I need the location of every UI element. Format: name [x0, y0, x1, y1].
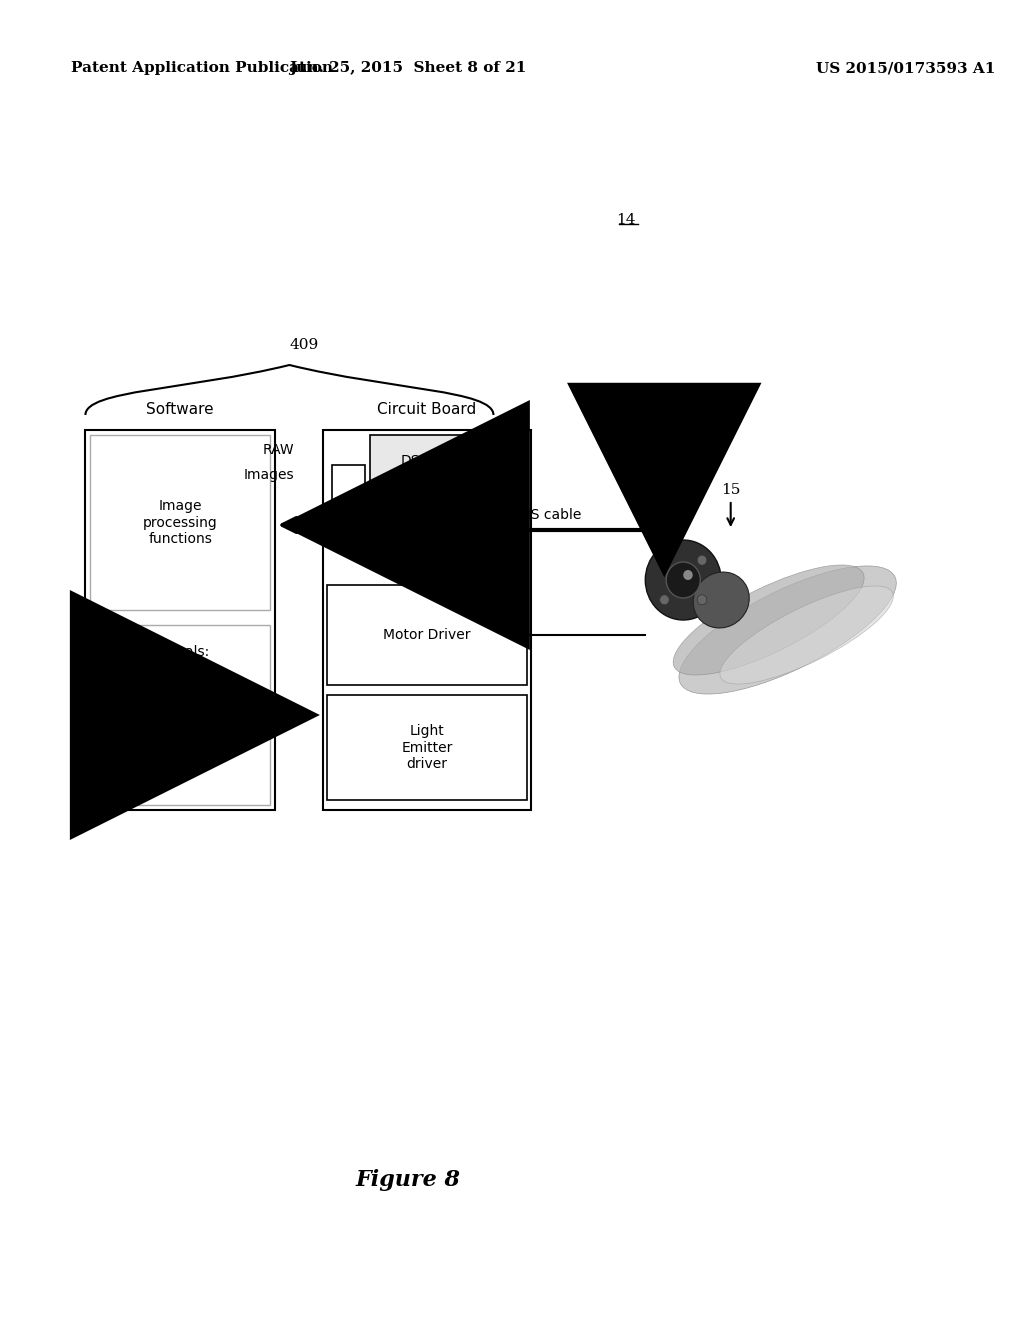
Text: Light
Emitter
driver: Light Emitter driver: [401, 725, 453, 771]
Text: Motor Trigger: Motor Trigger: [117, 735, 200, 748]
Bar: [451, 480, 488, 579]
Circle shape: [659, 595, 670, 605]
Text: Figure 8: Figure 8: [355, 1170, 461, 1191]
Circle shape: [683, 570, 692, 579]
Text: Circuit Board: Circuit Board: [378, 403, 476, 417]
Text: Patent Application Publication: Patent Application Publication: [72, 61, 333, 75]
Text: CIS cable: CIS cable: [517, 508, 582, 521]
Text: •: •: [108, 735, 115, 748]
Text: DSP/MPU: DSP/MPU: [400, 453, 463, 467]
Bar: [85, 430, 275, 810]
Bar: [323, 430, 531, 810]
Text: RAW: RAW: [262, 444, 294, 457]
Text: 409: 409: [289, 338, 318, 352]
Text: Image
processing
functions: Image processing functions: [143, 499, 218, 545]
Ellipse shape: [679, 566, 896, 694]
Bar: [332, 465, 366, 545]
Circle shape: [667, 562, 700, 598]
Bar: [90, 624, 270, 805]
Text: •: •: [108, 685, 115, 698]
Text: 14: 14: [616, 213, 636, 227]
Text: Images: Images: [244, 469, 294, 482]
Bar: [90, 436, 270, 610]
Circle shape: [697, 595, 707, 605]
Text: 15: 15: [721, 483, 740, 498]
Ellipse shape: [693, 572, 750, 628]
Text: US 2015/0173593 A1: US 2015/0173593 A1: [816, 61, 995, 75]
Bar: [370, 436, 494, 565]
Ellipse shape: [720, 586, 893, 684]
Text: Software: Software: [146, 403, 214, 417]
Ellipse shape: [645, 540, 721, 620]
Circle shape: [659, 556, 670, 565]
Ellipse shape: [673, 565, 864, 675]
Circle shape: [697, 556, 707, 565]
Bar: [328, 696, 526, 800]
Text: USB: USB: [342, 491, 355, 519]
Text: Motor Driver: Motor Driver: [383, 628, 471, 642]
Text: Light Emitter
Trigger: Light Emitter Trigger: [117, 685, 198, 713]
Bar: [328, 585, 526, 685]
Text: CIS driver: CIS driver: [465, 503, 475, 557]
Text: Control Signals:: Control Signals:: [99, 645, 209, 659]
Text: Jun. 25, 2015  Sheet 8 of 21: Jun. 25, 2015 Sheet 8 of 21: [290, 61, 526, 75]
